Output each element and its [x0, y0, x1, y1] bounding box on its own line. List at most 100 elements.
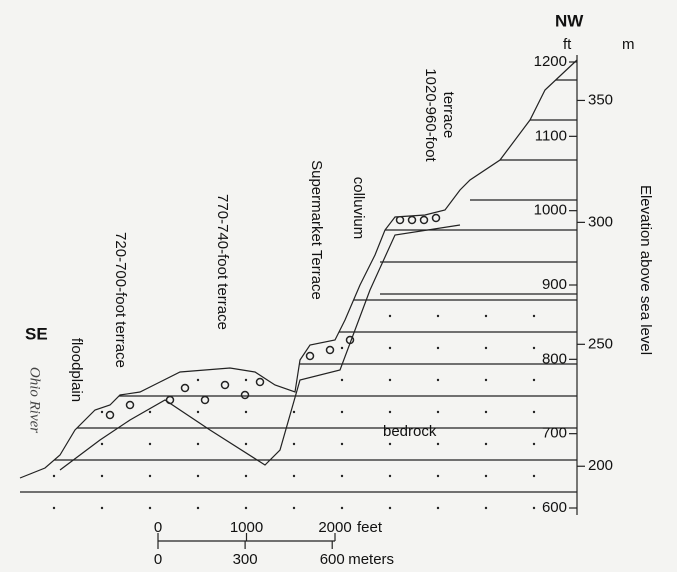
- rock-dot: [532, 346, 536, 350]
- scale-label: 1000: [230, 519, 263, 536]
- rock-dot: [292, 410, 296, 414]
- rock-dot: [484, 410, 488, 414]
- rock-dot: [148, 346, 152, 350]
- ohio-river-label: Ohio River: [27, 367, 43, 433]
- tick-label: 900: [542, 276, 567, 293]
- rock-dot: [292, 314, 296, 318]
- rock-dot: [100, 506, 104, 510]
- gravel: [105, 410, 115, 420]
- gravel: [240, 390, 250, 400]
- terrace-label: Supermarket Terrace: [308, 160, 325, 300]
- scale-label: 300: [233, 551, 258, 568]
- rock-dot: [52, 506, 56, 510]
- gravel: [220, 380, 230, 390]
- gravel: [395, 215, 405, 225]
- axis-title: Elevation above sea level: [637, 185, 654, 355]
- rock-dot: [388, 506, 392, 510]
- rock-dot: [100, 346, 104, 350]
- scale-label: 600: [320, 551, 345, 568]
- rock-dot: [148, 442, 152, 446]
- rock-dot: [388, 442, 392, 446]
- tick-label: 300: [588, 213, 613, 230]
- rock-dot: [388, 378, 392, 382]
- tick-label: 1000: [534, 202, 567, 219]
- rock-dot: [100, 314, 104, 318]
- rock-dot: [196, 506, 200, 510]
- rock-dot: [244, 474, 248, 478]
- tick-label: 350: [588, 91, 613, 108]
- rock-dot: [532, 474, 536, 478]
- rock-dot: [340, 442, 344, 446]
- rock-dot: [292, 346, 296, 350]
- rock-dot: [244, 314, 248, 318]
- terrace-label: 1020-960-foot: [422, 68, 439, 162]
- rock-dot: [196, 346, 200, 350]
- terrace-label: 720-700-foot terrace: [112, 232, 129, 368]
- rock-dot: [581, 347, 583, 349]
- rock-dot: [100, 410, 104, 414]
- rock-dot: [581, 475, 583, 477]
- rock-dot: [244, 378, 248, 382]
- rock-dot: [532, 506, 536, 510]
- rock-dot: [148, 378, 152, 382]
- rock-dot: [148, 506, 152, 510]
- rock-dot: [196, 378, 200, 382]
- rock-dot: [532, 410, 536, 414]
- gravel: [200, 395, 210, 405]
- rock-dot: [52, 410, 56, 414]
- rock-dot: [388, 346, 392, 350]
- bedrock-contact: [59, 224, 461, 471]
- rock-dot: [484, 442, 488, 446]
- scale-label: 0: [154, 519, 162, 536]
- rock-dot: [484, 378, 488, 382]
- gravel: [165, 395, 175, 405]
- terrace-label: 770-740-foot terrace: [214, 194, 231, 330]
- rock-dot: [100, 378, 104, 382]
- rock-dot: [436, 474, 440, 478]
- rock-dot: [100, 474, 104, 478]
- terrace-label: terrace: [440, 92, 457, 139]
- rock-dot: [52, 346, 56, 350]
- floodplain-label: floodplain: [68, 338, 85, 402]
- rock-dot: [100, 442, 104, 446]
- rock-dot: [388, 474, 392, 478]
- gravel: [125, 400, 135, 410]
- rock-dot: [436, 410, 440, 414]
- rock-dot: [196, 314, 200, 318]
- rock-dot: [484, 346, 488, 350]
- rock-dot: [52, 474, 56, 478]
- rock-dot: [196, 410, 200, 414]
- rock-dot: [436, 378, 440, 382]
- rock-dot: [388, 410, 392, 414]
- rock-dot: [581, 315, 583, 317]
- rock-dot: [340, 378, 344, 382]
- rock-dot: [532, 314, 536, 318]
- gravel: [419, 215, 429, 225]
- scale-unit: feet: [357, 519, 383, 536]
- rock-dot: [244, 346, 248, 350]
- gravel: [40, 457, 50, 467]
- tick-label: 1200: [534, 53, 567, 70]
- rock-dot: [292, 378, 296, 382]
- rock-dot: [52, 378, 56, 382]
- gravel: [255, 377, 265, 387]
- tick-label: 800: [542, 350, 567, 367]
- nw-label: NW: [555, 11, 584, 30]
- rock-dot: [484, 506, 488, 510]
- rock-dot: [436, 346, 440, 350]
- rock-dot: [581, 411, 583, 413]
- gravel: [431, 213, 441, 223]
- rock-dot: [244, 506, 248, 510]
- rock-dot: [340, 346, 344, 350]
- rock-dot: [436, 506, 440, 510]
- scale-label: 2000: [318, 519, 351, 536]
- rock-dot: [244, 410, 248, 414]
- tick-label: 250: [588, 335, 613, 352]
- rock-dot: [484, 474, 488, 478]
- se-label: SE: [25, 324, 48, 343]
- rock-dot: [148, 474, 152, 478]
- rock-dot: [340, 474, 344, 478]
- rock-dot: [581, 507, 583, 509]
- tick-label: 200: [588, 457, 613, 474]
- m-unit: m: [622, 36, 635, 53]
